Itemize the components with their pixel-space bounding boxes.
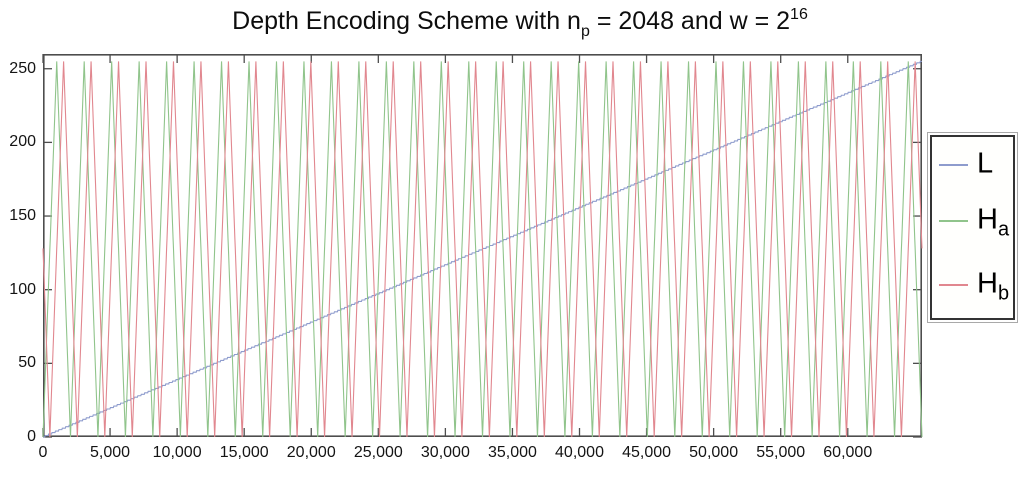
legend-label-main: H: [977, 267, 998, 300]
legend-label-main: L: [977, 147, 994, 180]
plot-area: [42, 54, 923, 438]
y-tick-label: 200: [9, 133, 36, 151]
x-tick-label: 40,000: [555, 444, 604, 461]
x-tick-label: 20,000: [286, 444, 336, 461]
x-tick-label: 50,000: [689, 444, 739, 461]
y-tick-label: 150: [9, 207, 36, 225]
title-superscript: 16: [790, 6, 808, 23]
legend-label-main: H: [977, 203, 998, 236]
series-line-Hb: [42, 61, 923, 438]
y-tick-label: 100: [9, 280, 36, 298]
legend-label-subscript: b: [997, 282, 1010, 305]
series-line-Ha: [42, 61, 923, 438]
y-tick-label: 250: [9, 59, 36, 77]
x-tick-label: 15,000: [219, 444, 269, 461]
x-tick-label: 0: [38, 444, 48, 461]
legend-line-sample: [939, 284, 968, 286]
legend-line-sample: [939, 220, 968, 222]
chart-title: Depth Encoding Scheme with np = 2048 and…: [60, 6, 980, 40]
legend-label: Ha: [977, 203, 1009, 240]
x-tick-label: 35,000: [487, 444, 537, 461]
x-tick-label: 55,000: [756, 444, 806, 461]
legend-line-sample: [939, 164, 968, 166]
title-text-mid: = 2048 and w = 2: [589, 7, 791, 35]
legend-label: Hb: [977, 267, 1009, 304]
y-tick-label: 50: [18, 354, 36, 372]
legend: L Ha Hb: [927, 132, 1018, 323]
title-subscript: p: [580, 23, 590, 40]
x-tick-label: 30,000: [420, 444, 470, 461]
title-text: Depth Encoding Scheme with n: [232, 7, 581, 35]
x-tick-label: 45,000: [622, 444, 672, 461]
x-tick-label: 5,000: [90, 444, 131, 461]
y-tick-label: 0: [27, 428, 36, 445]
x-tick-label: 25,000: [353, 444, 403, 461]
x-tick-label: 10,000: [152, 444, 202, 461]
x-tick-label: 60,000: [823, 444, 873, 461]
legend-label: L: [977, 149, 993, 178]
legend-label-subscript: a: [997, 218, 1010, 241]
